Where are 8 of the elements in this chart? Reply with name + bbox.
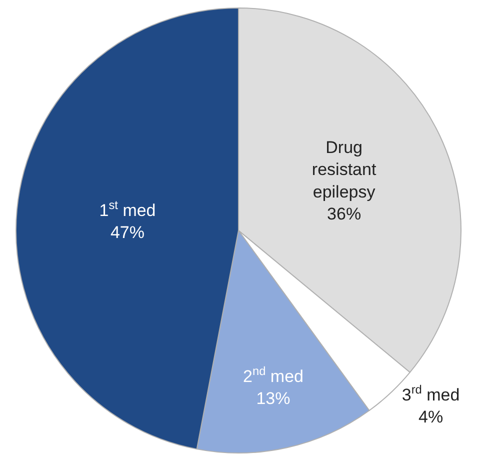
slice-label: 3$^{rd}$ med: [402, 382, 460, 404]
data-label: 13%: [256, 389, 290, 408]
slice-label: 1$^{st}$ med: [99, 198, 156, 220]
data-label: 36%: [327, 204, 362, 224]
slice-label: Drug resistant epilepsy: [312, 138, 376, 202]
slice-label: 2$^{nd}$ med: [242, 364, 304, 386]
data-label: 47%: [110, 223, 145, 242]
data-label: 4%: [418, 408, 444, 427]
